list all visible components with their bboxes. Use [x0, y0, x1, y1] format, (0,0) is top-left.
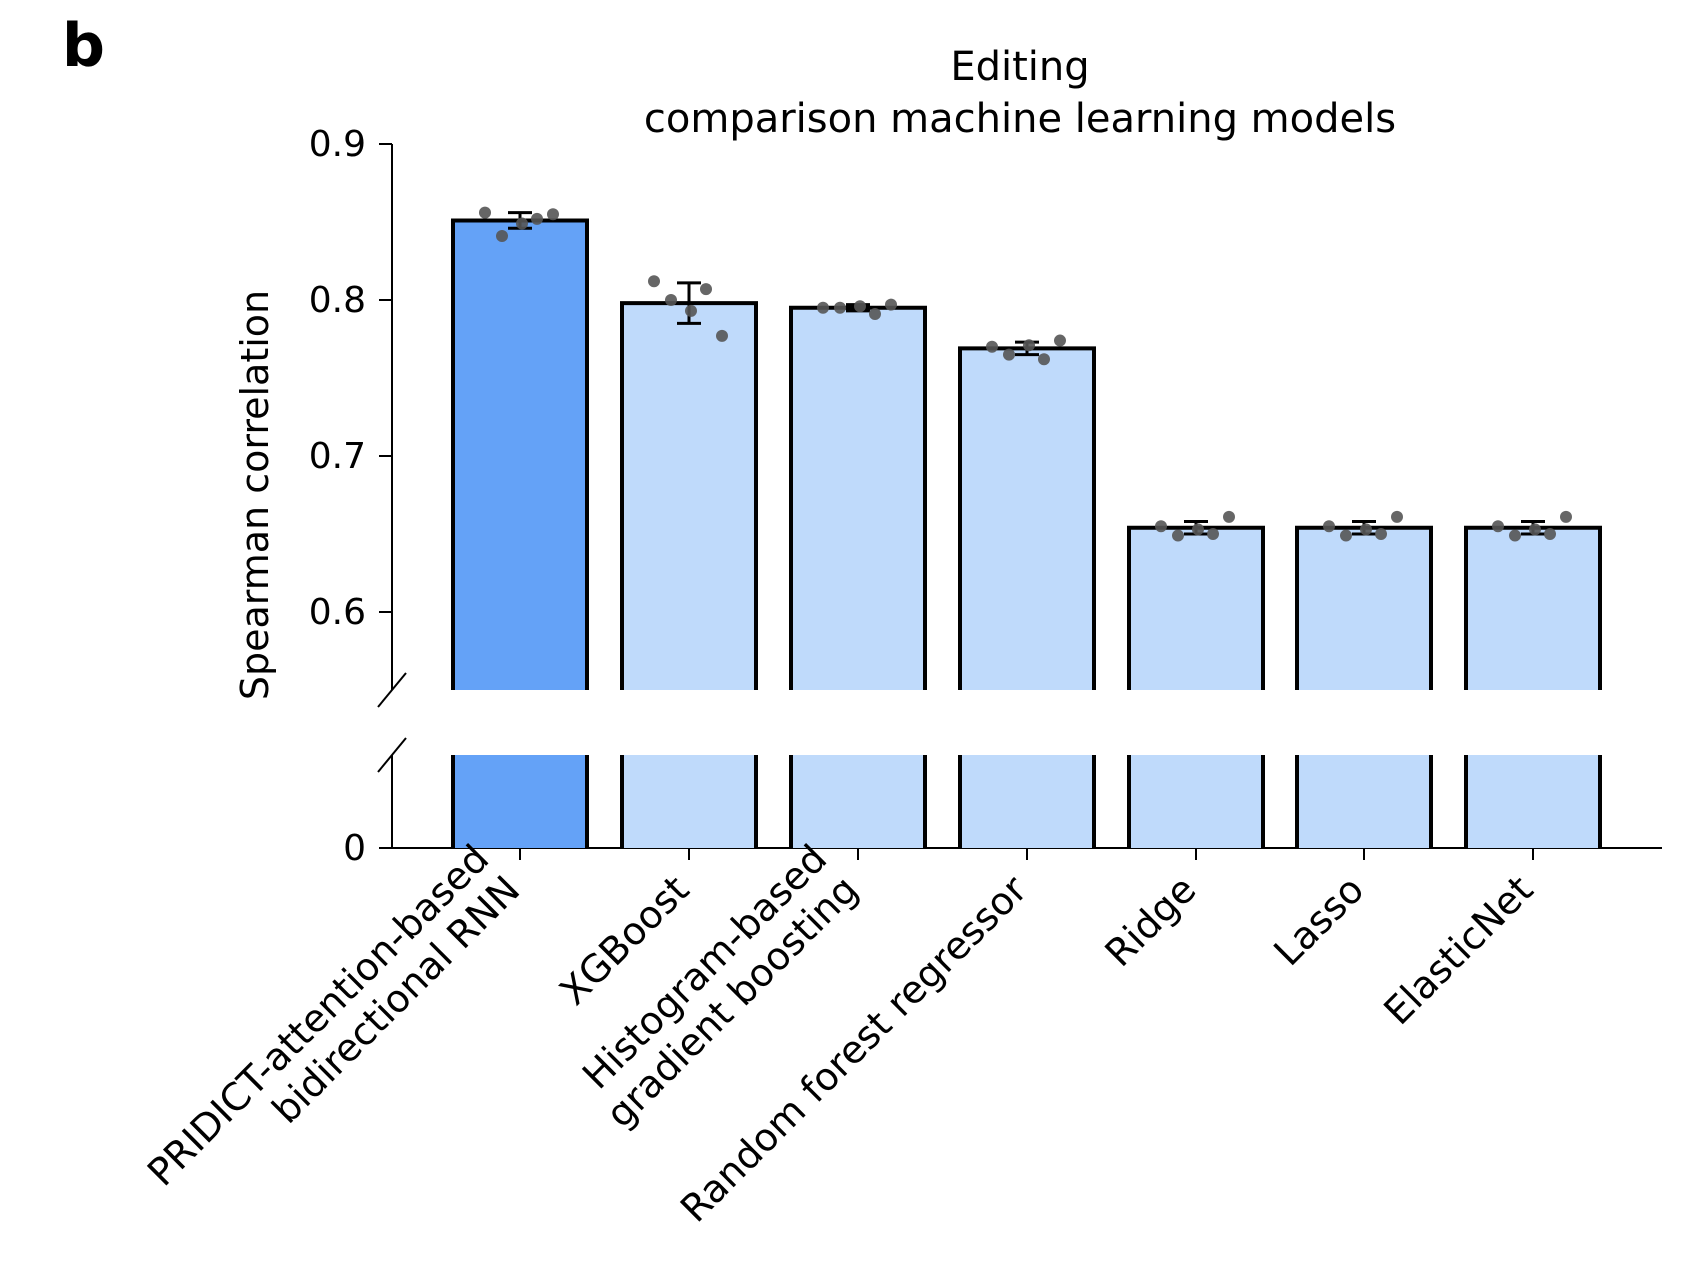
x-tick-label: Lasso — [1265, 867, 1372, 974]
y-tick-label: 0.7 — [309, 436, 366, 477]
bar-upper — [960, 348, 1094, 690]
bars — [451, 218, 1602, 848]
data-point — [834, 301, 846, 314]
bar-upper — [791, 307, 925, 690]
chart-title-line-2: comparison machine learning models — [644, 96, 1396, 142]
data-point — [1492, 520, 1504, 533]
data-point — [648, 275, 660, 288]
data-point — [547, 208, 559, 221]
data-point — [1340, 529, 1352, 542]
data-point — [1003, 348, 1015, 361]
data-point — [885, 298, 897, 311]
data-point — [1323, 520, 1335, 533]
data-point — [854, 300, 866, 313]
data-point — [479, 206, 491, 219]
data-point — [1529, 523, 1541, 536]
data-point — [1375, 528, 1387, 540]
x-tick-label: ElasticNet — [1375, 867, 1541, 1033]
data-point — [1560, 510, 1572, 523]
data-point — [1023, 339, 1035, 352]
data-point — [1509, 529, 1521, 542]
bar-lower — [960, 755, 1094, 848]
bar-lower — [791, 755, 925, 848]
data-point — [1360, 523, 1372, 536]
y-tick-label: 0 — [343, 828, 366, 869]
bar-lower — [622, 755, 756, 848]
data-point — [1207, 528, 1219, 540]
data-point — [531, 212, 543, 225]
bar-outline-lower — [620, 755, 758, 848]
y-axis-label: Spearman correlation — [233, 290, 277, 700]
bar-outline-lower — [1127, 755, 1265, 848]
data-point — [516, 217, 528, 230]
data-point — [1391, 510, 1403, 523]
data-point — [496, 230, 508, 243]
x-tick-label: PRIDICT-attention-based — [139, 836, 497, 1194]
data-point — [1544, 528, 1556, 540]
data-point — [869, 308, 881, 321]
bar-lower — [453, 755, 587, 848]
y-tick-label: 0.8 — [309, 280, 366, 321]
bar-upper — [1466, 527, 1600, 690]
y-tick-labels: 0 0.6 0.7 0.8 0.9 — [309, 124, 366, 869]
data-point — [716, 329, 728, 342]
bar-outline-lower — [958, 755, 1096, 848]
bar-upper — [1297, 527, 1431, 690]
bar-outline-lower — [789, 755, 927, 848]
bar-lower — [1297, 755, 1431, 848]
data-points — [479, 206, 1572, 542]
chart-title-line-1: Editing — [950, 44, 1089, 90]
x-tick-label: Ridge — [1096, 867, 1204, 975]
data-point — [665, 294, 677, 306]
data-point — [986, 340, 998, 353]
y-tick-label: 0.6 — [309, 592, 366, 633]
axis-break-mark-upper — [377, 672, 407, 708]
panel-label: b — [62, 11, 105, 81]
bar-upper — [453, 220, 587, 690]
data-point — [700, 283, 712, 296]
data-point — [1038, 353, 1050, 366]
y-tick-label: 0.9 — [309, 124, 366, 165]
data-point — [1155, 520, 1167, 533]
data-point — [685, 304, 697, 317]
data-point — [1172, 529, 1184, 542]
data-point — [1192, 523, 1204, 536]
axis-break-mark-lower — [377, 737, 407, 773]
bar-lower — [1129, 755, 1263, 848]
bar-outline-lower — [451, 755, 589, 848]
data-point — [1054, 334, 1066, 347]
data-point — [817, 301, 829, 314]
data-point — [1223, 510, 1235, 523]
bar-outline-lower — [1295, 755, 1433, 848]
bar-outline-lower — [1464, 755, 1602, 848]
bar-lower — [1466, 755, 1600, 848]
bar-upper — [622, 303, 756, 690]
bar-upper — [1129, 527, 1263, 690]
